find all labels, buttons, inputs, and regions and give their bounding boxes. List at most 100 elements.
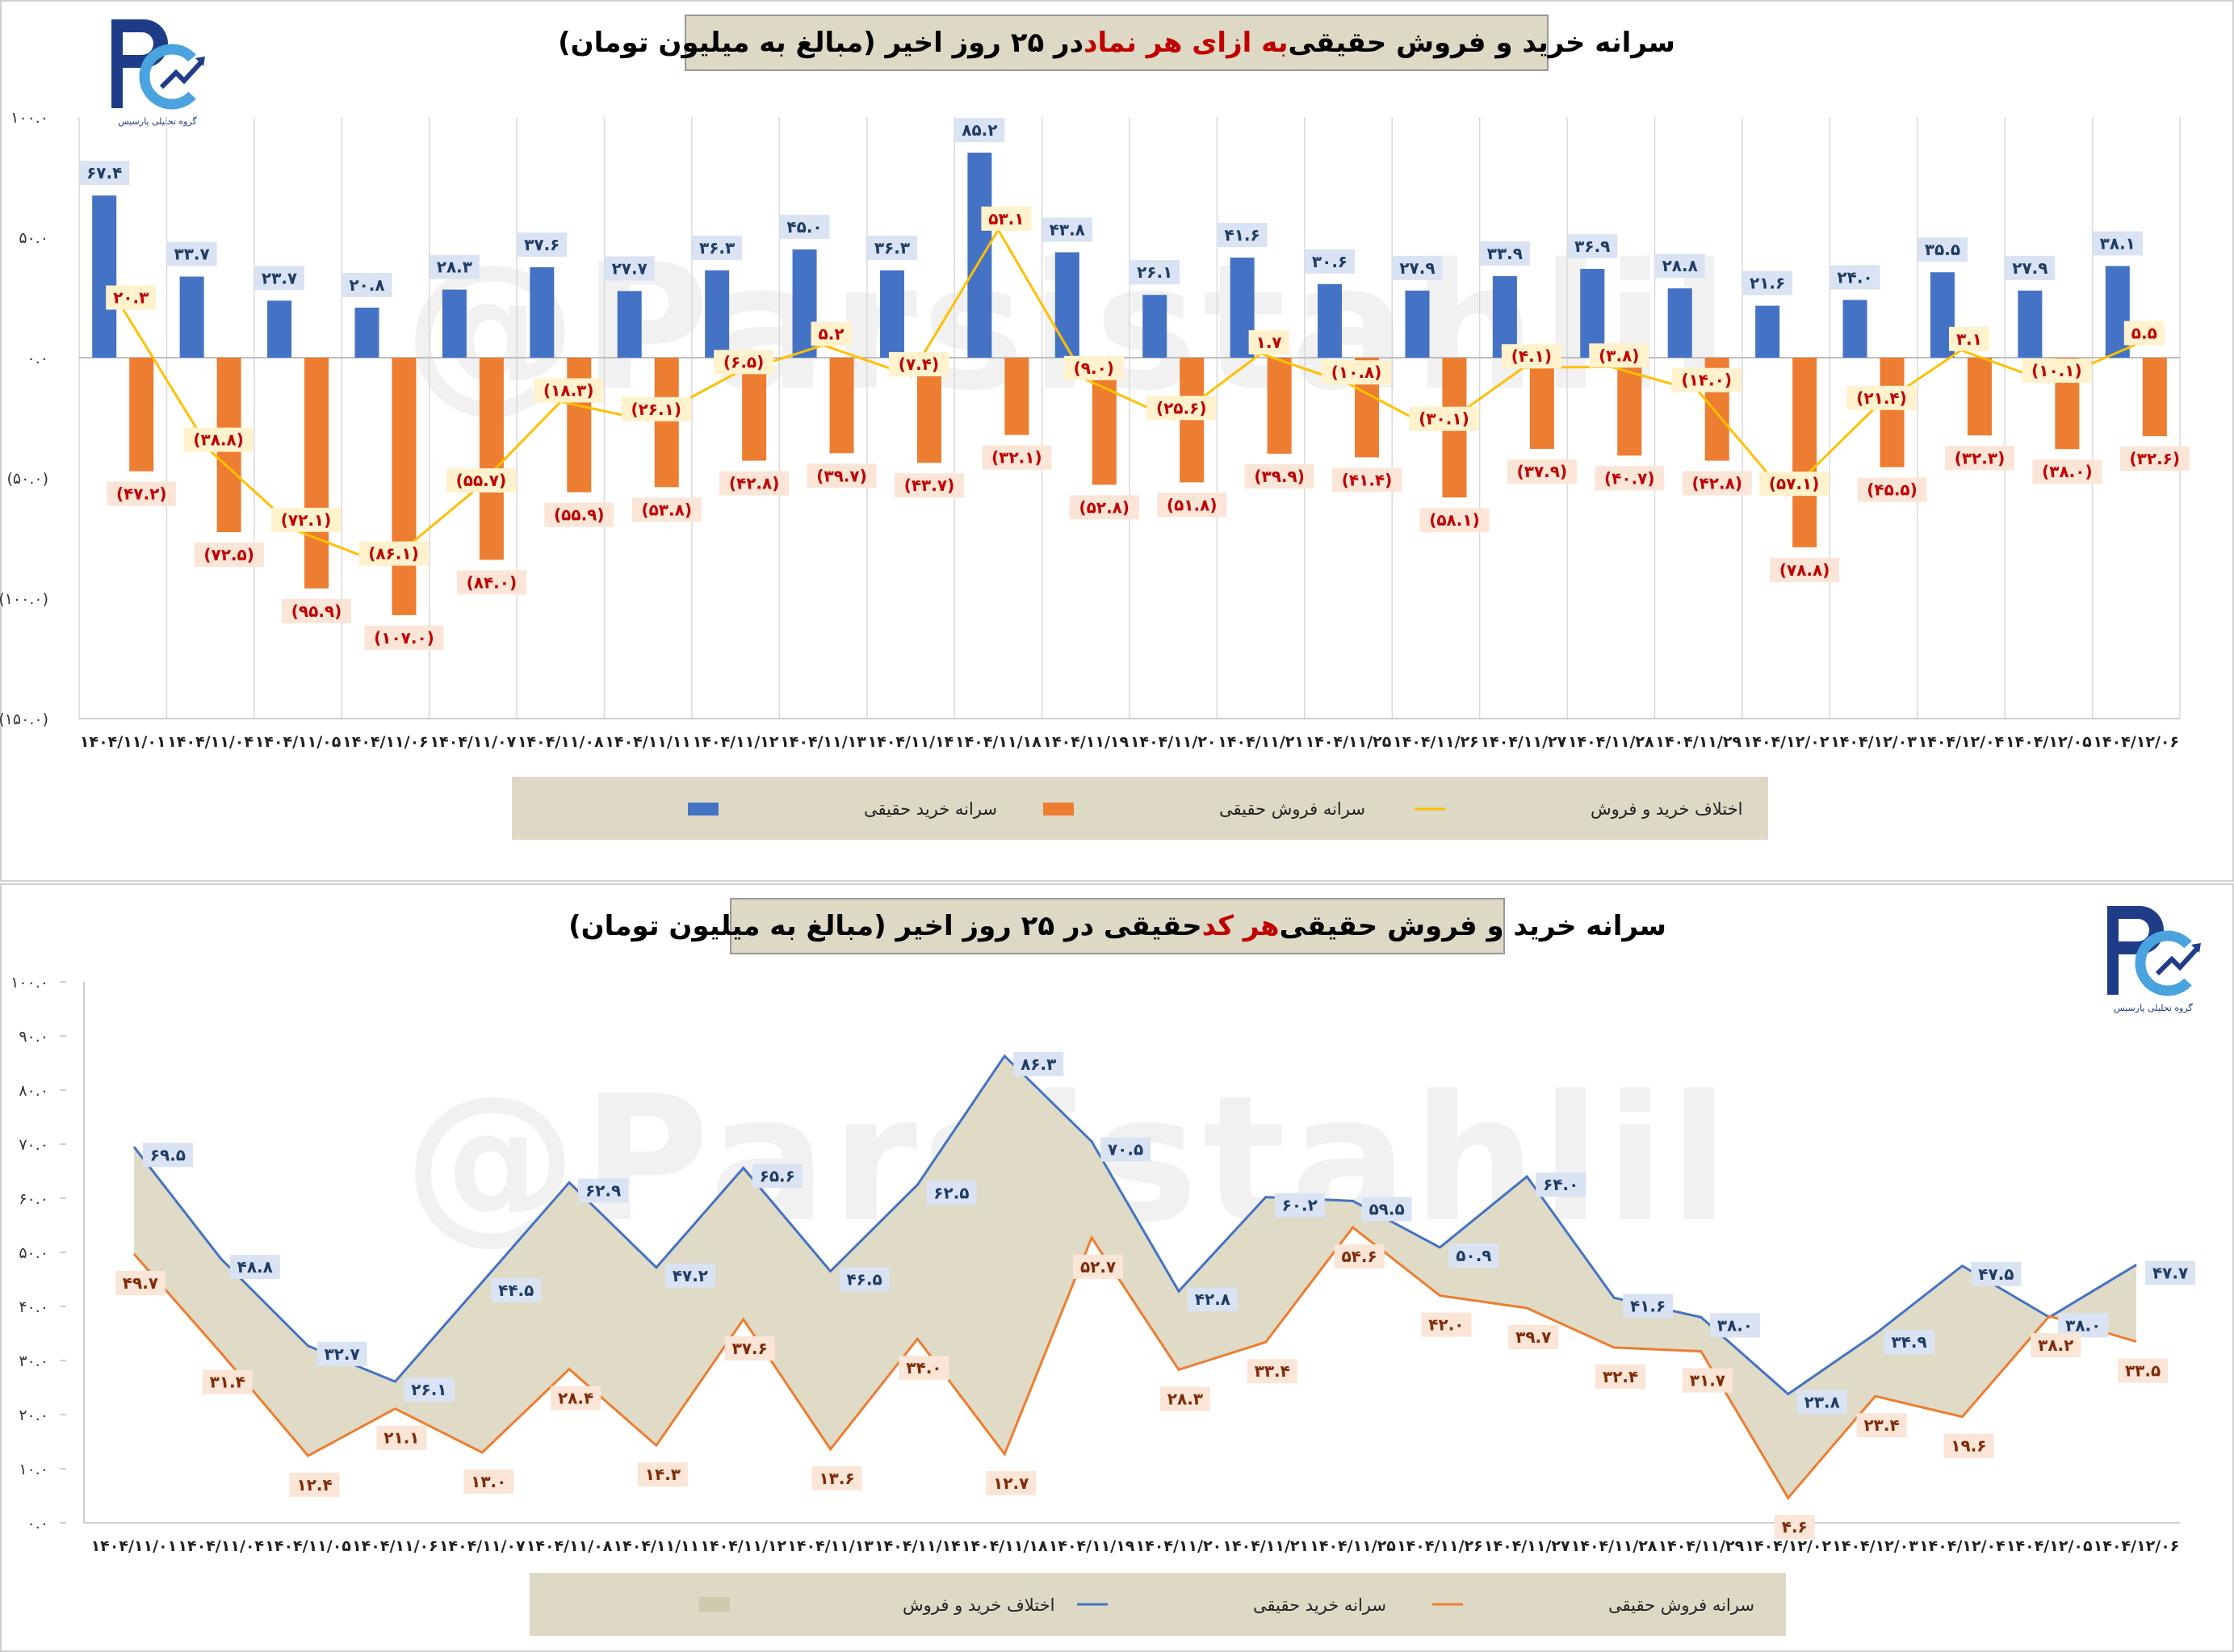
sell-data-label-bg	[1944, 446, 2014, 471]
buy-data-label-bg	[1567, 234, 1618, 259]
chart1-x-tick: ۱۴۰۴/۱۲/۰۲	[1743, 733, 1830, 751]
buy-data-label-bg	[1448, 1243, 1499, 1268]
buy-data-label: ۳۷.۶	[524, 235, 560, 254]
buy-bar	[1492, 275, 1517, 358]
buy-data-label-bg	[1742, 270, 1793, 296]
chart1-x-tick: ۱۴۰۴/۱۱/۲۱	[1218, 733, 1304, 751]
sell-data-label-bg	[1419, 508, 1490, 533]
sell-data-label: (۳۷.۹)	[1517, 462, 1568, 481]
buy-data-label-bg	[926, 1180, 977, 1205]
chart1-x-tick: ۱۴۰۴/۱۱/۲۶	[1393, 733, 1479, 751]
buy-data-label: ۶۴.۰	[1543, 1175, 1578, 1194]
buy-data-label: ۶۵.۶	[760, 1166, 795, 1185]
diff-data-label-bg	[1248, 329, 1289, 354]
buy-data-label-bg	[517, 232, 568, 257]
chart2-x-tick: ۱۴۰۴/۱۱/۰۷	[439, 1537, 526, 1555]
buy-data-label: ۷۰.۵	[1108, 1140, 1143, 1159]
buy-bar	[267, 300, 292, 358]
buy-data-label: ۴۶.۵	[846, 1269, 882, 1289]
buy-bar	[1318, 283, 1343, 358]
sell-bar	[1792, 358, 1817, 547]
buy-data-label-bg	[1709, 1313, 1760, 1338]
chart2-y-tick: ۳۰.۰	[19, 1352, 48, 1370]
chart1-x-tick: ۱۴۰۴/۱۲/۰۴	[1918, 733, 2005, 751]
buy-data-label-bg	[1971, 1261, 2022, 1286]
sell-data-label-bg	[1159, 1386, 1210, 1411]
sell-data-label-bg	[899, 1356, 949, 1381]
buy-data-label-bg	[752, 1164, 803, 1189]
buy-data-label: ۶۲.۵	[933, 1183, 969, 1202]
sell-data-label-bg	[544, 502, 614, 527]
diff-data-label-bg	[106, 285, 157, 310]
brand-logo-top: گروه تحلیلی پارسیس	[105, 13, 210, 134]
sell-data-label: ۲۸.۴	[558, 1389, 593, 1408]
chart1-x-tick: ۱۴۰۴/۱۲/۰۳	[1830, 733, 1917, 751]
diff-data-label: (۸۶.۱)	[368, 544, 419, 564]
sell-data-label: (۵۵.۹)	[554, 505, 605, 525]
sell-data-label-bg	[551, 1386, 601, 1411]
diff-data-label: (۷.۴)	[899, 354, 939, 374]
sell-bar	[1529, 358, 1554, 449]
chart1-x-tick: ۱۴۰۴/۱۱/۰۱	[80, 733, 166, 751]
sell-data-label-bg	[115, 1271, 166, 1296]
chart1-x-tick: ۱۴۰۴/۱۱/۱۸	[955, 733, 1042, 751]
sell-data-label: ۱۲.۷	[993, 1474, 1029, 1493]
buy-data-label: ۵۰.۹	[1456, 1246, 1491, 1265]
diff-data-label-bg	[811, 321, 852, 346]
diff-data-label: (۲۵.۶)	[1156, 398, 1207, 417]
buy-data-label-bg	[1130, 260, 1180, 285]
sell-data-label-bg	[282, 598, 352, 623]
chart1-x-tick: ۱۴۰۴/۱۱/۲۸	[1568, 733, 1654, 751]
logo-arrow-line	[2155, 945, 2200, 976]
sell-data-label-bg	[1421, 1312, 1472, 1337]
sell-data-label: ۱۳.۶	[819, 1469, 854, 1488]
buy-data-label-bg	[839, 1267, 890, 1292]
buy-bar	[1842, 300, 1867, 358]
diff-data-label: (۵۷.۱)	[1769, 474, 1820, 493]
sell-data-label-bg	[894, 473, 964, 498]
buy-bar	[442, 289, 467, 358]
diff-data-label-bg	[1589, 343, 1649, 368]
chart1-y-tick: ۱۰۰.۰	[10, 109, 48, 127]
buy-bar	[705, 270, 730, 358]
diff-area	[133, 1055, 2137, 1499]
chart2-x-tick: ۱۴۰۴/۱۱/۲۱	[1222, 1537, 1309, 1555]
chart-panel-top	[0, 0, 2234, 882]
buy-data-label: ۴۴.۵	[498, 1281, 534, 1300]
buy-data-label-bg	[254, 266, 305, 291]
sell-data-label: ۲۳.۴	[1863, 1415, 1899, 1435]
sell-bar	[654, 358, 679, 488]
diff-data-label-bg	[534, 378, 604, 403]
chart1-title-part3: در ۲۵ روز اخیر (مبالغ به میلیون تومان)	[558, 27, 1084, 59]
sell-bar	[479, 358, 504, 560]
sell-bar	[829, 358, 854, 454]
chart2-x-tick: ۱۴۰۴/۱۲/۰۳	[1832, 1537, 1918, 1555]
sell-data-label-bg	[376, 1425, 427, 1450]
sell-data-label-bg	[719, 471, 790, 496]
chart2-x-tick: ۱۴۰۴/۱۱/۲۵	[1310, 1537, 1396, 1555]
chart1-x-tick: ۱۴۰۴/۱۲/۰۵	[2006, 733, 2092, 751]
buy-data-label: ۳۳.۷	[174, 245, 210, 264]
sell-data-label-bg	[1157, 493, 1227, 518]
sell-bar	[1004, 358, 1029, 435]
chart2-x-tick: ۱۴۰۴/۱۱/۲۷	[1484, 1537, 1570, 1555]
logo-arrow-head	[195, 57, 205, 66]
buy-data-label: ۴۱.۶	[1225, 225, 1260, 245]
chart1-title: سرانه خرید و فروش حقیقی به ازای هر نماد …	[558, 15, 1675, 71]
chart2-legend-label: اختلاف خرید و فروش	[903, 1595, 1054, 1615]
sell-data-label: (۷۸.۸)	[1779, 560, 1830, 580]
diff-data-label: (۱۰.۸)	[1331, 363, 1382, 382]
buy-data-label-bg	[1013, 1051, 1064, 1076]
chart1-x-tick: ۱۴۰۴/۱۱/۰۶	[342, 733, 429, 751]
diff-data-label: ۵۳.۱	[988, 209, 1024, 229]
buy-bar	[1142, 295, 1167, 358]
sell-data-label: (۴۲.۸)	[1691, 474, 1742, 493]
buy-data-label: ۲۳.۷	[262, 268, 297, 287]
chart2-x-tick: ۱۴۰۴/۱۱/۰۶	[352, 1537, 438, 1555]
chart2-title-highlight: هر کد	[1201, 910, 1280, 942]
sell-data-label: (۴۰.۷)	[1604, 468, 1655, 488]
sell-bar	[1967, 358, 1992, 436]
chart2-x-tick: ۱۴۰۴/۱۲/۰۴	[1919, 1537, 2006, 1555]
sell-data-label-bg	[1332, 468, 1402, 493]
sell-data-label-bg	[1857, 477, 1927, 502]
